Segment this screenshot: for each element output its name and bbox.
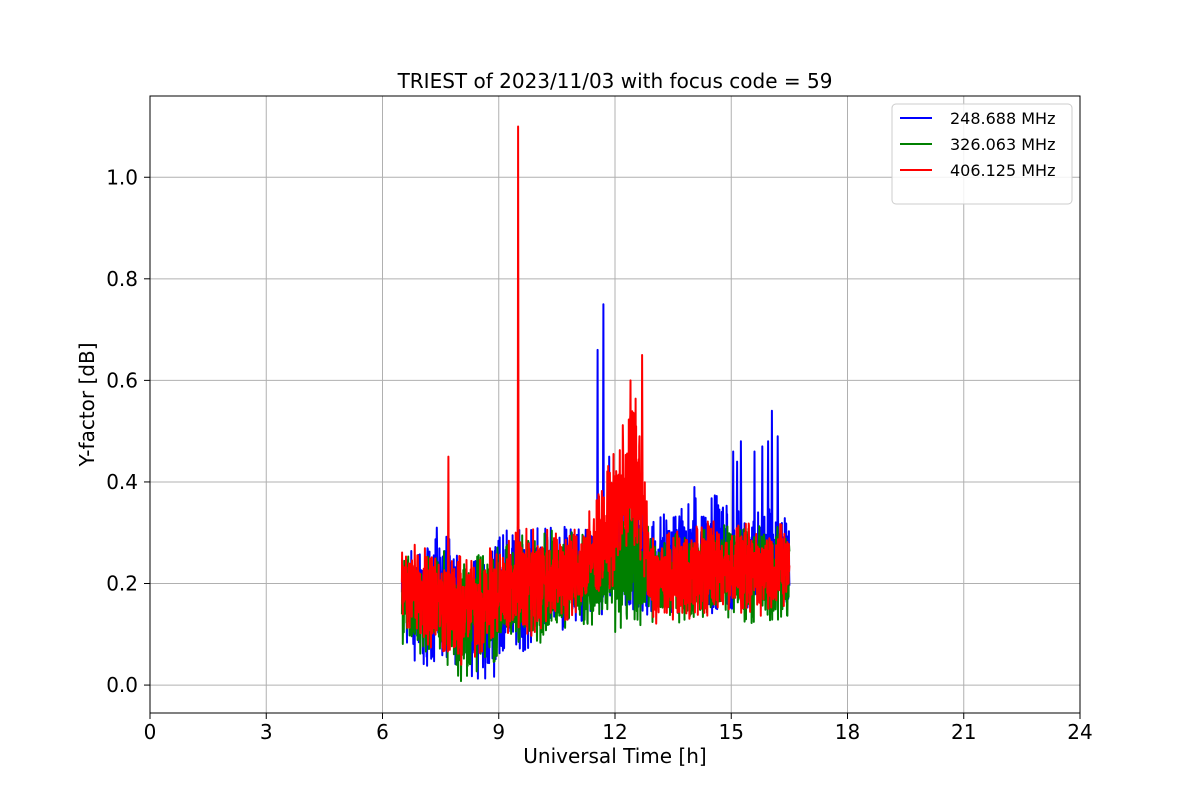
x-tick-label: 12 <box>602 720 627 744</box>
y-axis: 0.0 0.2 0.4 0.6 0.8 1.0 <box>106 165 150 697</box>
legend-label-3: 406.125 MHz <box>950 161 1055 180</box>
x-tick-label: 9 <box>492 720 505 744</box>
x-tick-label: 3 <box>260 720 273 744</box>
plot-area <box>400 125 791 683</box>
legend-label-1: 248.688 MHz <box>950 109 1055 128</box>
series-line-3 <box>400 125 791 666</box>
y-axis-label: Y-factor [dB] <box>75 342 99 467</box>
x-tick-label: 6 <box>376 720 389 744</box>
y-tick-label: 0.4 <box>106 470 138 494</box>
x-axis: 0 3 6 9 12 15 18 21 24 <box>144 713 1093 744</box>
y-tick-label: 0.0 <box>106 673 138 697</box>
x-tick-label: 18 <box>835 720 860 744</box>
legend: 248.688 MHz 326.063 MHz 406.125 MHz <box>891 103 1073 205</box>
y-tick-label: 1.0 <box>106 165 138 189</box>
y-tick-label: 0.6 <box>106 368 138 392</box>
x-tick-label: 24 <box>1067 720 1092 744</box>
y-tick-label: 0.2 <box>106 572 138 596</box>
legend-box <box>891 103 1073 205</box>
x-tick-label: 21 <box>951 720 976 744</box>
y-tick-label: 0.8 <box>106 267 138 291</box>
x-tick-label: 15 <box>719 720 744 744</box>
chart-title: TRIEST of 2023/11/03 with focus code = 5… <box>397 69 833 93</box>
x-tick-label: 0 <box>144 720 157 744</box>
x-axis-label: Universal Time [h] <box>523 744 706 768</box>
legend-label-2: 326.063 MHz <box>950 135 1055 154</box>
